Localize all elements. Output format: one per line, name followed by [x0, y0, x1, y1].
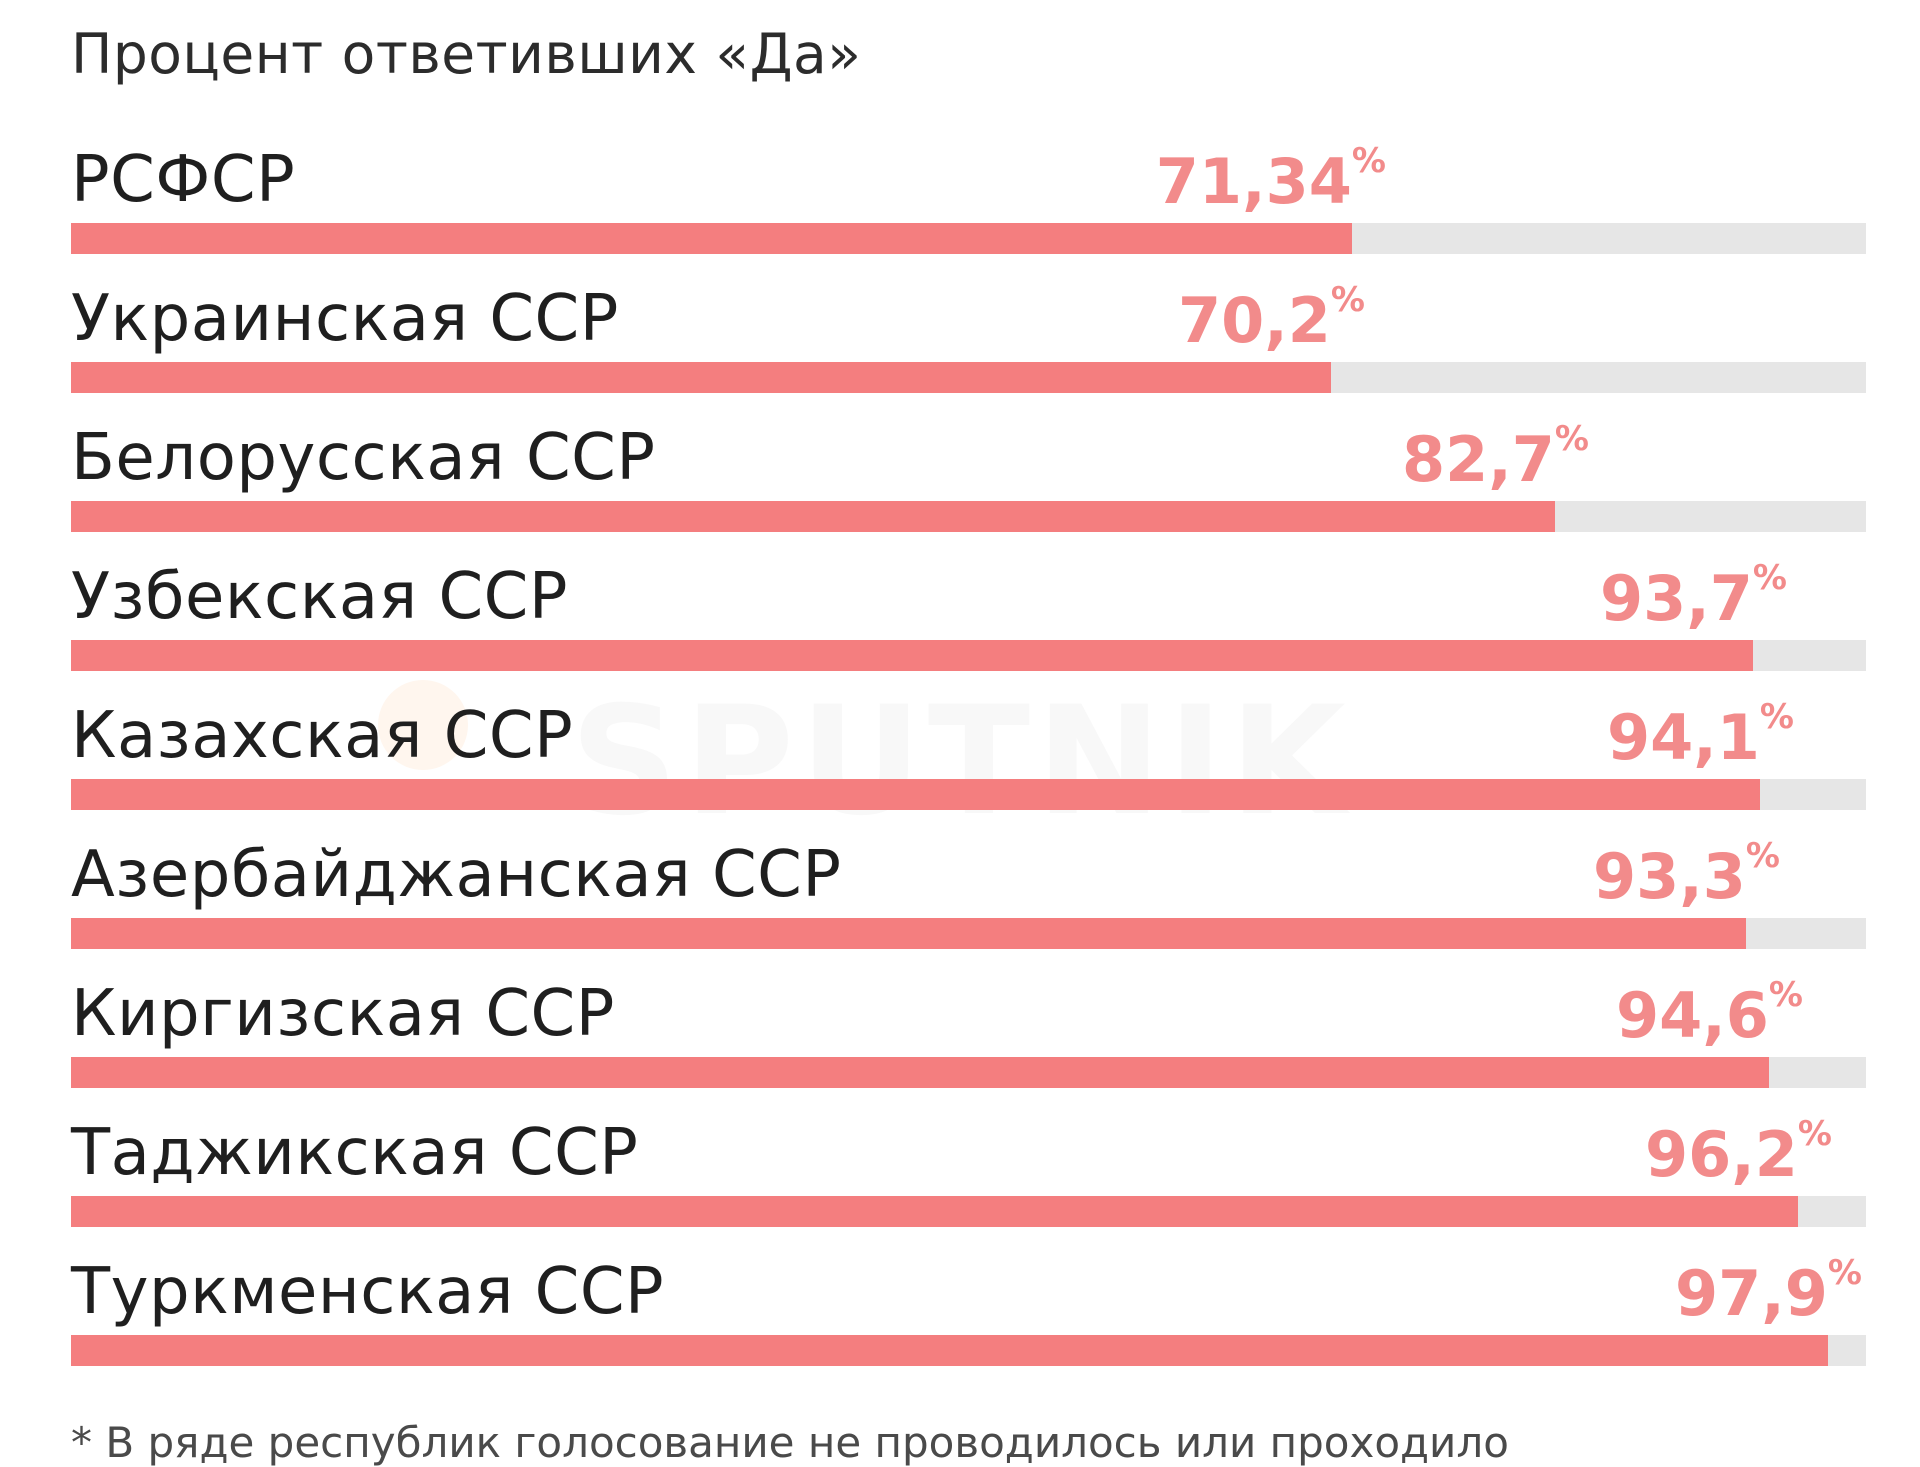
value-number: 71,34	[1155, 145, 1352, 218]
category-label: Азербайджанская ССР	[71, 838, 842, 912]
bar-row: Туркменская ССР 97,9%	[0, 1253, 1920, 1375]
bar-row: Казахская ССР 94,1%	[0, 697, 1920, 819]
category-label: Таджикская ССР	[71, 1116, 639, 1190]
bar	[71, 1335, 1828, 1366]
percent-sign: %	[1797, 1114, 1832, 1154]
category-label: Узбекская ССР	[71, 560, 568, 634]
bar	[71, 1057, 1769, 1088]
value-number: 93,7	[1599, 562, 1753, 635]
category-label: РСФСР	[71, 143, 296, 217]
chart-subtitle: Процент ответивших «Да»	[71, 22, 862, 86]
value-label: 94,6%	[1615, 975, 1803, 1052]
percent-sign: %	[1351, 141, 1386, 181]
bar-row: Узбекская ССР 93,7%	[0, 558, 1920, 680]
bar	[71, 918, 1746, 949]
category-label: Туркменская ССР	[71, 1255, 665, 1329]
bar-row: Белорусская ССР 82,7%	[0, 419, 1920, 541]
percent-sign: %	[1554, 419, 1589, 459]
value-number: 97,9	[1674, 1257, 1828, 1330]
value-number: 70,2	[1177, 284, 1331, 357]
bar-track	[71, 1057, 1866, 1088]
bar	[71, 640, 1753, 671]
value-number: 82,7	[1401, 423, 1555, 496]
value-label: 93,3%	[1592, 836, 1780, 913]
value-number: 93,3	[1592, 840, 1746, 913]
percent-sign: %	[1827, 1253, 1862, 1293]
category-label: Киргизская ССР	[71, 977, 615, 1051]
watermark-logo-icon	[378, 680, 468, 770]
value-number: 94,1	[1606, 701, 1760, 774]
bar	[71, 362, 1331, 393]
bar-row: Украинская ССР 70,2%	[0, 280, 1920, 402]
value-label: 97,9%	[1674, 1253, 1862, 1330]
category-label: Белорусская ССР	[71, 421, 656, 495]
category-label: Украинская ССР	[71, 282, 619, 356]
value-label: 70,2%	[1177, 280, 1365, 357]
bar-row: Киргизская ССР 94,6%	[0, 975, 1920, 1097]
percent-sign: %	[1745, 836, 1780, 876]
bar-track	[71, 1196, 1866, 1227]
bar-track	[71, 918, 1866, 949]
footnote: * В ряде республик голосование не провод…	[71, 1418, 1509, 1467]
bar	[71, 223, 1352, 254]
value-number: 96,2	[1644, 1118, 1798, 1191]
watermark: SPUTNIK	[570, 675, 1352, 849]
bar-track	[71, 1335, 1866, 1366]
bar	[71, 779, 1760, 810]
bar-track	[71, 779, 1866, 810]
bar-track	[71, 501, 1866, 532]
bar-track	[71, 362, 1866, 393]
value-label: 71,34%	[1155, 141, 1386, 218]
value-label: 93,7%	[1599, 558, 1787, 635]
percent-sign: %	[1752, 558, 1787, 598]
percent-sign: %	[1330, 280, 1365, 320]
bar-track	[71, 640, 1866, 671]
bar-track	[71, 223, 1866, 254]
category-label: Казахская ССР	[71, 699, 574, 773]
percent-sign: %	[1768, 975, 1803, 1015]
value-number: 94,6	[1615, 979, 1769, 1052]
value-label: 96,2%	[1644, 1114, 1832, 1191]
value-label: 94,1%	[1606, 697, 1794, 774]
bar	[71, 1196, 1798, 1227]
bar	[71, 501, 1555, 532]
value-label: 82,7%	[1401, 419, 1589, 496]
percent-sign: %	[1759, 697, 1794, 737]
bar-row: Таджикская ССР 96,2%	[0, 1114, 1920, 1236]
bar-row: Азербайджанская ССР 93,3%	[0, 836, 1920, 958]
bar-row: РСФСР 71,34%	[0, 141, 1920, 263]
